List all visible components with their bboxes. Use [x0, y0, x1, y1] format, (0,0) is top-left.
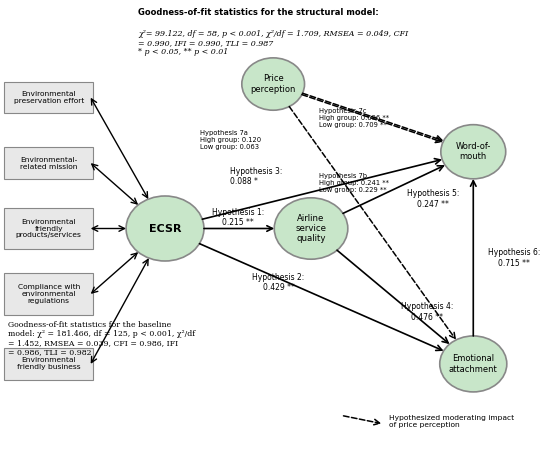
Text: Environmental-
related mission: Environmental- related mission	[20, 157, 78, 170]
FancyBboxPatch shape	[4, 348, 94, 380]
Circle shape	[274, 198, 348, 259]
Text: Environmental
friendly business: Environmental friendly business	[17, 357, 80, 371]
Text: Hypothesis 7a
High group: 0.120
Low group: 0.063: Hypothesis 7a High group: 0.120 Low grou…	[200, 130, 261, 150]
Text: ECSR: ECSR	[148, 223, 182, 234]
Text: Emotional
attachment: Emotional attachment	[449, 354, 498, 374]
Text: Hypothesis 1:
0.215 **: Hypothesis 1: 0.215 **	[212, 207, 264, 227]
Circle shape	[441, 125, 505, 179]
FancyBboxPatch shape	[4, 273, 94, 315]
Text: Hypothesis 5:
0.247 **: Hypothesis 5: 0.247 **	[406, 190, 459, 209]
FancyBboxPatch shape	[4, 82, 94, 113]
Text: Price
perception: Price perception	[250, 74, 296, 94]
Text: Hypothesis 2:
0.429 **: Hypothesis 2: 0.429 **	[252, 273, 305, 292]
Text: Hypothesis 7c
High group: 0.696 **
Low group: 0.709 **: Hypothesis 7c High group: 0.696 ** Low g…	[319, 108, 389, 128]
Text: Word-of-
mouth: Word-of- mouth	[455, 142, 491, 161]
Text: χ²= 99.122, df = 58, p < 0.001, χ²/df = 1.709, RMSEA = 0.049, CFI
= 0.990, IFI =: χ²= 99.122, df = 58, p < 0.001, χ²/df = …	[138, 30, 408, 56]
Text: Environmental
friendly
products/services: Environmental friendly products/services	[16, 218, 82, 239]
Text: Goodness-of-fit statistics for the baseline
model: χ² = 181.466, df = 125, p < 0: Goodness-of-fit statistics for the basel…	[8, 321, 195, 356]
Text: Hypothesis 7b
High group: 0.241 **
Low group: 0.229 **: Hypothesis 7b High group: 0.241 ** Low g…	[319, 173, 389, 193]
Circle shape	[126, 196, 204, 261]
Text: Compliance with
environmental
regulations: Compliance with environmental regulation…	[18, 284, 80, 304]
Text: Airline
service
quality: Airline service quality	[295, 213, 327, 244]
FancyBboxPatch shape	[4, 208, 94, 249]
Circle shape	[440, 336, 507, 392]
Text: Hypothesis 4:
0.476 **: Hypothesis 4: 0.476 **	[401, 303, 454, 322]
Text: Hypothesis 3:
0.088 *: Hypothesis 3: 0.088 *	[230, 167, 282, 186]
Text: Goodness-of-fit statistics for the structural model:: Goodness-of-fit statistics for the struc…	[138, 8, 379, 17]
FancyBboxPatch shape	[4, 147, 94, 179]
Circle shape	[242, 58, 305, 110]
Text: Environmental
preservation effort: Environmental preservation effort	[14, 91, 84, 104]
Text: Hypothesis 6:
0.715 **: Hypothesis 6: 0.715 **	[488, 248, 540, 267]
Text: Hypothesized moderating impact
of price perception: Hypothesized moderating impact of price …	[389, 415, 515, 428]
